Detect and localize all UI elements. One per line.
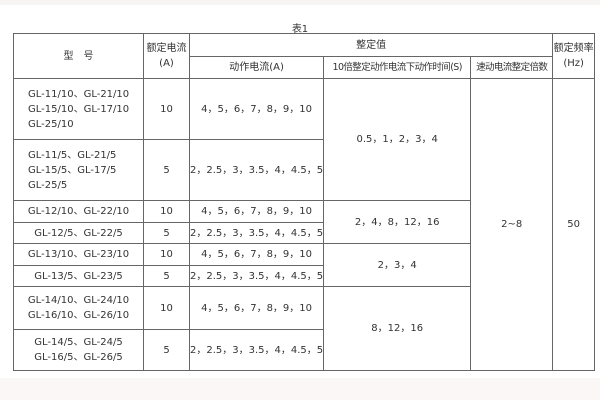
action-current-cell: 2，2.5，3，3.5，4，4.5，5	[188, 329, 325, 371]
action-time-cell: 8，12，16	[323, 286, 472, 371]
action-current-cell: 2，2.5，3，3.5，4，4.5，5	[188, 139, 325, 201]
header-model: 型 号	[13, 33, 144, 79]
table-row: GL-12/10、GL-22/10 10 4，5，6，7，8，9，10 2，4，…	[13, 200, 595, 244]
table-row: GL-13/5、GL-23/5 5 2，2.5，3，3.5，4，4.5，5	[13, 265, 595, 287]
model-cell: GL-11/5、GL-21/5 GL-15/5、GL-17/5 GL-25/5	[13, 139, 144, 201]
top-band	[0, 0, 600, 5]
quick-multiple-cell: 2~8	[470, 78, 554, 371]
action-time-cell: 2，3，4	[323, 243, 472, 287]
table-row: GL-14/5、GL-24/5 GL-16/5、GL-26/5 5 2，2.5，3…	[13, 329, 595, 371]
rated-freq-cell: 50	[552, 78, 596, 371]
rated-current-cell: 5	[143, 139, 190, 201]
rated-current-cell: 5	[143, 222, 190, 244]
rated-current-cell: 5	[143, 265, 190, 287]
table-caption: 表1	[291, 24, 309, 35]
rated-current-cell: 10	[143, 78, 190, 140]
action-current-cell: 4，5，6，7，8，9，10	[188, 200, 325, 223]
rated-current-cell: 5	[143, 329, 190, 371]
header-rated-current: 额定电流(A)	[143, 33, 190, 79]
action-time-cell: 2，4，8，12，16	[323, 200, 472, 244]
action-current-cell: 2，2.5，3，3.5，4，4.5，5	[188, 265, 325, 287]
model-cell: GL-11/10、GL-21/10 GL-15/10、GL-17/10 GL-25/…	[13, 78, 144, 140]
model-cell: GL-14/5、GL-24/5 GL-16/5、GL-26/5	[13, 329, 144, 371]
model-cell: GL-14/10、GL-24/10 GL-16/10、GL-26/10	[13, 286, 144, 330]
header-setting: 整定值	[188, 33, 554, 57]
action-current-cell: 2，2.5，3，3.5，4，4.5，5	[188, 222, 325, 244]
table-row: GL-11/10、GL-21/10 GL-15/10、GL-17/10 GL-25/…	[13, 78, 596, 371]
action-current-cell: 4，5，6，7，8，9，10	[188, 78, 325, 140]
header-rated-freq: 额定频率(Hz)	[552, 33, 596, 79]
action-time-cell: 0.5，1，2，3，4	[323, 78, 472, 201]
model-cell: GL-12/10、GL-22/10	[13, 200, 144, 223]
table-row: GL-14/10、GL-24/10 GL-16/10、GL-26/10 10 4，…	[13, 286, 595, 371]
bottom-band	[0, 378, 600, 400]
model-cell: GL-13/5、GL-23/5	[13, 265, 144, 287]
action-current-cell: 4，5，6，7，8，9，10	[188, 286, 325, 330]
header-action-current: 动作电流(A)	[188, 56, 325, 79]
model-cell: GL-12/5、GL-22/5	[13, 222, 144, 244]
header-quick-multiple: 速动电流整定倍数	[470, 56, 554, 79]
model-cell: GL-13/10、GL-23/10	[13, 243, 144, 266]
spec-table: 型 号 额定电流(A) 整定值 额定频率(Hz) 动作电流(A) 10倍整定动作…	[13, 33, 596, 371]
rated-current-cell: 10	[143, 243, 190, 266]
action-current-cell: 4，5，6，7，8，9，10	[188, 243, 325, 266]
rated-current-cell: 10	[143, 286, 190, 330]
rated-current-cell: 10	[143, 200, 190, 223]
header-action-time: 10倍整定动作电流下动作时间(S)	[323, 56, 472, 79]
